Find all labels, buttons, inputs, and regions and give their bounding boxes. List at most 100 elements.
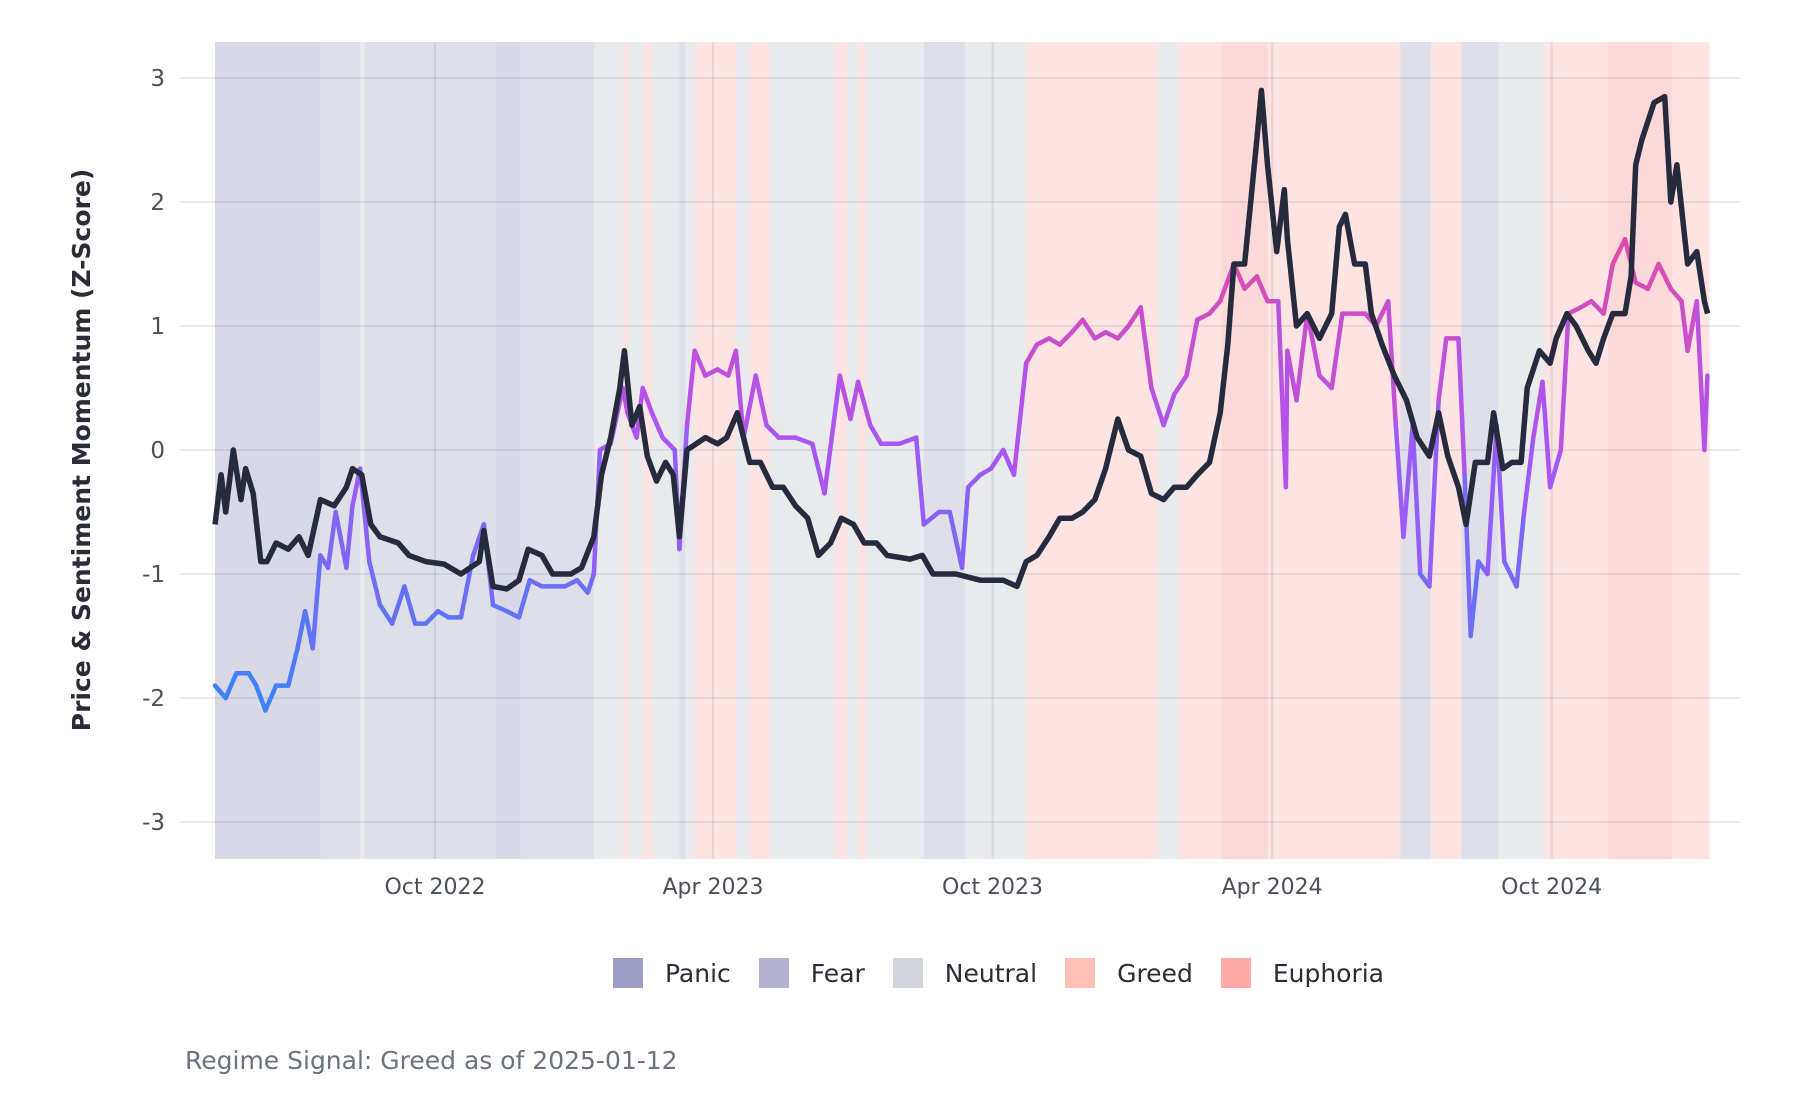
regime-band-greed: [1026, 42, 1159, 859]
x-tick-label: Oct 2023: [942, 875, 1043, 900]
sentiment-line-segment: [1589, 298, 1606, 316]
sentiment-line-segment: [1668, 286, 1684, 304]
sentiment-line-segment: [1702, 373, 1710, 453]
sentiment-line-segment: [793, 435, 815, 447]
sentiment-line-segment: [1034, 336, 1052, 347]
legend-item-panic: Panic: [612, 958, 731, 988]
x-tick-label: Oct 2024: [1501, 875, 1602, 900]
regime-band-greed: [1267, 42, 1401, 859]
sentiment-line-segment: [1656, 261, 1674, 292]
regime-band-neutral: [847, 42, 859, 859]
sentiment-line-segment: [1410, 422, 1423, 577]
sentiment-line-segment: [344, 503, 355, 571]
sentiment-line-segment: [1294, 311, 1310, 403]
sentiment-line-segment: [1080, 317, 1098, 341]
legend-swatch: [892, 958, 923, 988]
caption: Regime Signal: Greed as of 2025-01-12: [185, 1046, 678, 1075]
legend-item-greed: Greed: [1065, 958, 1193, 988]
regime-band-fear: [520, 42, 595, 859]
regime-band-fear: [1461, 42, 1499, 859]
sentiment-line-segment: [959, 484, 971, 571]
sentiment-line-segment: [1172, 373, 1189, 397]
legend-label: Panic: [664, 958, 731, 988]
sentiment-line-segment: [764, 422, 781, 440]
sentiment-line-segment: [1161, 391, 1177, 428]
sentiment-line-segment: [988, 447, 1006, 471]
sentiment-line-segment: [1566, 305, 1583, 316]
regime-band-neutral: [865, 42, 925, 859]
sentiment-line-segment: [1468, 559, 1481, 639]
sentiment-line-segment: [1254, 274, 1270, 304]
sentiment-line-segment: [1558, 311, 1571, 453]
sentiment-line-segment: [868, 422, 884, 447]
legend-swatch: [1220, 958, 1251, 988]
sentiment-line-segment: [897, 435, 919, 447]
sentiment-line-segment: [295, 608, 308, 651]
x-tick-label: Apr 2023: [662, 875, 763, 900]
legend-swatch: [612, 958, 643, 988]
regime-band-greed: [694, 42, 737, 859]
legend-swatch: [758, 958, 789, 988]
sentiment-line-segment: [848, 379, 861, 422]
series-lines: [212, 87, 1711, 713]
legend-item-fear: Fear: [758, 958, 865, 988]
sentiment-line-segment: [223, 670, 239, 701]
regime-band-greed: [749, 42, 771, 859]
regime-band-fear: [679, 42, 687, 859]
sentiment-line-segment: [1485, 422, 1499, 577]
legend-label: Neutral: [944, 958, 1038, 988]
y-axis-title: Price & Sentiment Momentum (Z-Score): [67, 169, 96, 732]
sentiment-line-segment: [1502, 559, 1519, 589]
regime-band-fear: [364, 42, 497, 859]
sentiment-line-segment: [325, 509, 338, 571]
sentiment-line-segment: [810, 441, 827, 496]
sentiment-line-segment: [620, 385, 630, 416]
sentiment-line-segment: [1329, 311, 1345, 391]
sentiment-line-segment: [1393, 422, 1406, 540]
sentiment-line-segment: [1184, 317, 1200, 378]
sentiment-line-segment: [246, 670, 259, 688]
y-axis-ticks: 3 2 1 0 -1 -2 -3: [142, 66, 165, 836]
regime-band-greed: [835, 42, 848, 859]
sentiment-line-segment: [212, 683, 228, 701]
x-axis-ticks: Oct 2022 Apr 2023 Oct 2023 Apr 2024 Oct 2024: [384, 875, 1602, 900]
regime-band-euphoria: [1221, 42, 1269, 859]
sentiment-line-segment: [1601, 261, 1616, 316]
regime-band-panic: [496, 42, 522, 859]
sentiment-line-segment: [253, 683, 268, 713]
sentiment-line-segment: [1149, 385, 1166, 428]
sentiment-line-segment: [822, 373, 843, 496]
sentiment-line-segment: [1103, 329, 1121, 341]
regime-band-neutral: [360, 42, 366, 859]
legend-item-neutral: Neutral: [892, 958, 1038, 988]
sentiment-line-segment: [1138, 305, 1154, 391]
sentiment-line-segment: [333, 509, 349, 571]
regime-band-neutral: [1157, 42, 1178, 859]
y-tick-label: 2: [150, 190, 165, 216]
sentiment-line-segment: [1610, 236, 1628, 267]
regime-band-fear: [320, 42, 361, 859]
legend: Panic Fear Neutral Greed Euphoria: [0, 958, 1800, 988]
sentiment-line-segment: [263, 683, 279, 713]
sentiment-line-segment: [562, 577, 580, 589]
sentiment-line-segment: [516, 577, 532, 620]
sentiment-line-segment: [1436, 336, 1449, 403]
sentiment-line-segment: [1207, 298, 1223, 316]
y-tick-label: 1: [150, 314, 165, 340]
sentiment-line-segment: [1401, 422, 1415, 540]
sentiment-line-segment: [585, 571, 597, 595]
legend-swatch: [1065, 958, 1096, 988]
sentiment-line-segment: [640, 385, 655, 416]
sentiment-line-segment: [965, 472, 983, 490]
sentiment-line-segment: [1069, 317, 1085, 335]
sentiment-line-segment: [753, 373, 769, 428]
x-tick-label: Oct 2022: [384, 875, 485, 900]
regime-band-fear: [923, 42, 966, 859]
sentiment-line-segment: [1694, 298, 1707, 453]
regime-band-euphoria: [1608, 42, 1673, 859]
sentiment-line-segment: [1285, 348, 1299, 403]
sentiment-line-segment: [1011, 360, 1029, 478]
regime-band-neutral: [735, 42, 751, 859]
sentiment-line-segment: [741, 373, 759, 440]
regime-band-greed: [1544, 42, 1609, 859]
